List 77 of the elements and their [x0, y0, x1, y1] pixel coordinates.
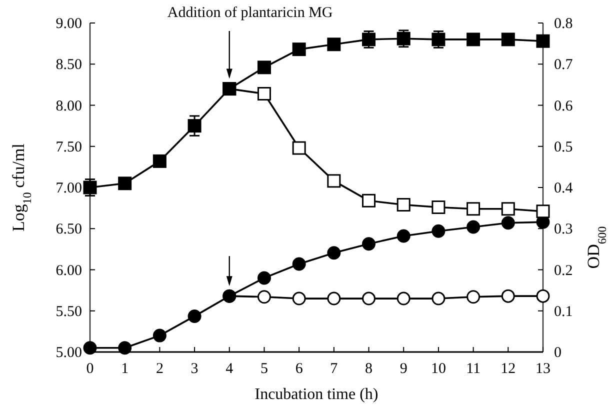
y-tick-label: 8.50: [56, 57, 82, 74]
x-tick-label: 7: [330, 361, 338, 377]
point: [327, 38, 341, 52]
point: [188, 309, 202, 323]
x-tick-label: 6: [295, 361, 304, 377]
x-tick-label: 0: [86, 361, 94, 377]
x-tick-label: 9: [400, 361, 408, 377]
point: [396, 198, 410, 212]
point: [432, 200, 446, 214]
point: [327, 292, 341, 306]
y2-tick-label: 0.2: [554, 262, 573, 279]
point: [466, 202, 480, 216]
point: [292, 292, 306, 306]
point: [362, 32, 376, 46]
y-tick-label: 9.00: [56, 16, 82, 32]
point: [152, 328, 166, 342]
point: [362, 194, 376, 208]
y-tick-label: 8.00: [56, 98, 82, 114]
point: [501, 289, 515, 303]
point: [257, 290, 271, 304]
y2-tick-label: 0.1: [554, 304, 573, 320]
point: [83, 180, 97, 194]
point: [188, 119, 202, 133]
point: [327, 174, 341, 188]
point: [501, 216, 515, 230]
y2-tick-label: 0: [554, 345, 562, 361]
point: [432, 292, 446, 306]
y2-tick-label: 0.5: [554, 139, 573, 156]
point: [536, 34, 550, 48]
point: [362, 237, 376, 251]
point: [501, 32, 515, 46]
point: [257, 271, 271, 285]
x-tick-label: 3: [190, 361, 198, 377]
y2-tick-label: 0.3: [554, 222, 573, 238]
y-tick-label: 5.00: [56, 345, 82, 361]
point: [292, 42, 306, 56]
y-tick-label: 5.50: [56, 304, 82, 320]
point: [432, 224, 446, 238]
x-tick-label: 11: [466, 361, 481, 377]
point: [257, 60, 271, 74]
point: [118, 176, 132, 190]
point: [536, 289, 550, 303]
text: Addition of plantaricin MG: [167, 5, 333, 21]
y2-tick-label: 0.7: [554, 57, 574, 74]
point: [536, 204, 550, 218]
point: [118, 341, 132, 355]
y-tick-label: 6.00: [56, 262, 82, 279]
x-tick-label: 5: [260, 361, 268, 377]
point: [466, 290, 480, 304]
x-tick-label: 2: [156, 361, 164, 377]
point: [466, 32, 480, 46]
point: [292, 257, 306, 271]
x-tick-label: 4: [226, 361, 234, 377]
point: [292, 141, 306, 155]
x-tick-label: 12: [500, 361, 516, 377]
x-tick-label: 13: [536, 361, 550, 377]
point: [396, 292, 410, 306]
point: [396, 229, 410, 243]
y-tick-label: 7.50: [56, 139, 82, 156]
y2-tick-label: 0.6: [554, 98, 574, 114]
point: [257, 86, 271, 100]
point: [466, 220, 480, 234]
y-tick-label: 6.50: [56, 222, 82, 238]
point: [501, 202, 515, 216]
x-axis-title: Incubation time (h): [254, 386, 378, 403]
point: [327, 246, 341, 260]
x-tick-label: 8: [365, 361, 373, 377]
y2-tick-label: 0.8: [554, 16, 573, 32]
point: [432, 32, 446, 46]
x-tick-label: 1: [121, 361, 129, 377]
y-tick-label: 7.00: [56, 180, 82, 196]
point: [362, 292, 376, 306]
point: [83, 341, 97, 355]
point: [152, 154, 166, 168]
x-tick-label: 10: [430, 361, 446, 377]
y2-tick-label: 0.4: [554, 180, 574, 196]
point: [396, 32, 410, 46]
